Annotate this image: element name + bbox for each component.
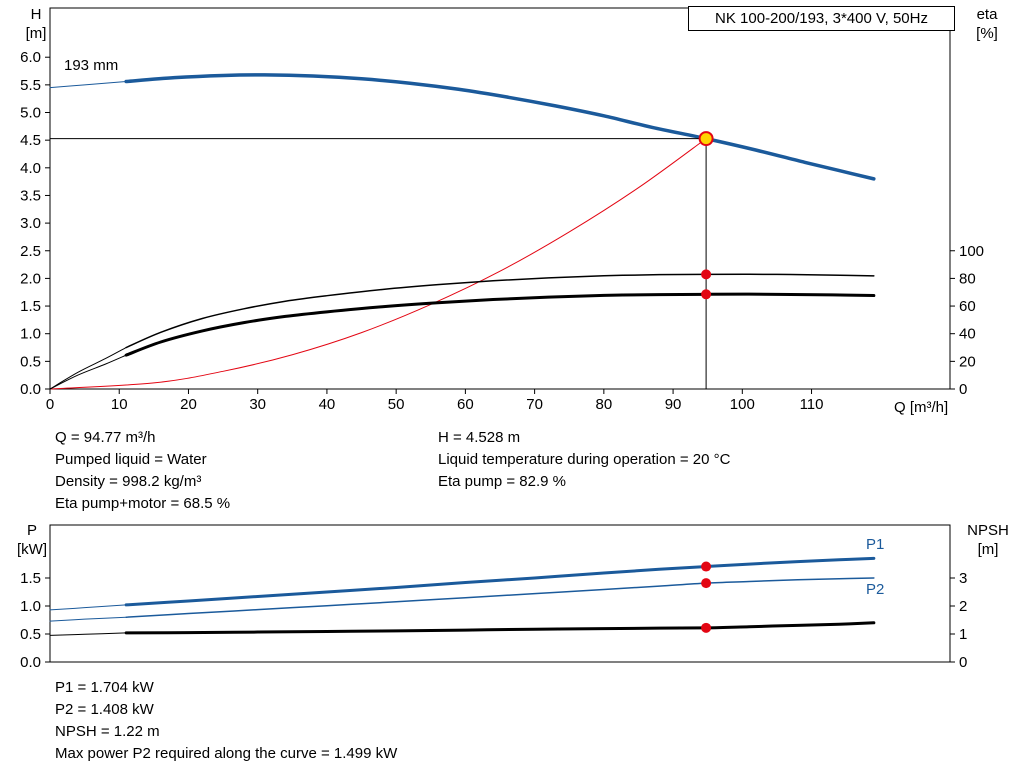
- x-tick-label: 20: [180, 396, 197, 413]
- info-p2: P2 = 1.408 kW: [55, 701, 154, 718]
- y2-tick-label: 2: [959, 598, 967, 615]
- info-eta-pump-motor: Eta pump+motor = 68.5 %: [55, 495, 231, 512]
- y-tick-label: 1.5: [20, 298, 41, 315]
- system-curve: [49, 138, 707, 390]
- qh-curve-leadin: [49, 81, 127, 89]
- duty-point: [698, 131, 714, 147]
- x-tick-label: 50: [388, 396, 405, 413]
- y-tick-label: 4.0: [20, 160, 41, 177]
- x-tick-label: 60: [457, 396, 474, 413]
- pump-model-title-box: NK 100-200/193, 3*400 V, 50Hz: [688, 6, 955, 31]
- x-axis-unit-label: Q [m³/h]: [894, 399, 949, 416]
- info-max-p2: Max power P2 required along the curve = …: [55, 745, 398, 762]
- eta-pump-curve: [125, 273, 875, 349]
- x-tick-label: 30: [249, 396, 266, 413]
- y2-tick-label: 40: [959, 326, 976, 343]
- impeller-diameter-label: 193 mm: [64, 57, 119, 74]
- npsh-axis-unit: [m]: [977, 541, 999, 558]
- y-tick-label: 0.0: [20, 654, 41, 671]
- y-tick-label: 1.5: [20, 570, 41, 587]
- x-tick-label: 80: [596, 396, 613, 413]
- info-pumped-liquid: Pumped liquid = Water: [55, 451, 207, 468]
- eta-pump-point: [701, 269, 712, 280]
- duty-info-right-column: H = 4.528 m Liquid temperature during op…: [438, 427, 730, 493]
- y-tick-label: 4.5: [20, 132, 41, 149]
- npsh-leadin: [49, 632, 127, 636]
- p1-curve-label: P1: [866, 536, 885, 553]
- eta-axis-unit: [%]: [976, 25, 998, 42]
- power-plot: 0.0 0.5 1.0 1.5 0 1 2 3: [20, 524, 967, 671]
- y2-tick-label: 80: [959, 270, 976, 287]
- power-info-column: P1 = 1.704 kW P2 = 1.408 kW NPSH = 1.22 …: [55, 677, 397, 765]
- info-liquid-temperature: Liquid temperature during operation = 20…: [438, 451, 731, 468]
- qh-curve-193mm: [124, 73, 876, 181]
- x-tick-label: 40: [319, 396, 336, 413]
- y-tick-label: 2.5: [20, 243, 41, 260]
- y-tick-label: 5.0: [20, 105, 41, 122]
- x-tick-label: 110: [800, 396, 824, 413]
- y-tick-label: 3.0: [20, 215, 41, 232]
- eta-axis-title: eta [%]: [964, 5, 1010, 43]
- npsh-axis-symbol: NPSH: [967, 522, 1009, 539]
- y-tick-label: 1.0: [20, 598, 41, 615]
- info-p1: P1 = 1.704 kW: [55, 679, 154, 696]
- y-tick-label: 5.5: [20, 77, 41, 94]
- npsh-point: [701, 622, 712, 633]
- x-tick-label: 90: [665, 396, 682, 413]
- y2-tick-label: 20: [959, 353, 976, 370]
- y2-tick-label: 0: [959, 654, 967, 671]
- info-head: H = 4.528 m: [438, 429, 521, 446]
- info-eta-pump: Eta pump = 82.9 %: [438, 473, 566, 490]
- y2-tick-label: 0: [959, 381, 967, 398]
- p-axis-unit: [kW]: [17, 541, 47, 558]
- p1-point: [701, 561, 712, 572]
- y-tick-label: 0.0: [20, 381, 41, 398]
- x-tick-label: 100: [730, 396, 755, 413]
- power-frame: [49, 524, 951, 663]
- x-tick-label: 0: [46, 396, 54, 413]
- npsh-curve: [124, 621, 876, 635]
- p2-point: [701, 578, 712, 589]
- p-axis-symbol: P: [26, 522, 37, 539]
- y2-tick-label: 60: [959, 298, 976, 315]
- y2-tick-label: 100: [959, 243, 984, 260]
- info-density: Density = 998.2 kg/m³: [55, 473, 202, 490]
- eta-pump-motor-leadin: [49, 354, 127, 390]
- npsh-axis-title: NPSH [m]: [960, 521, 1016, 559]
- p1-curve: [124, 556, 876, 607]
- y-tick-label: 3.5: [20, 187, 41, 204]
- qh-plot: 0.0 0.5 1.0 1.5 2.0 2.5 3.0 3.5 4.0 4.5 5.0 5.5 6.0 0…: [20, 7, 984, 413]
- info-flow: Q = 94.77 m³/h: [55, 429, 156, 446]
- h-axis-title: H [m]: [16, 5, 56, 43]
- y-tick-label: 2.0: [20, 270, 41, 287]
- p1-leadin: [49, 604, 127, 611]
- h-axis-symbol: H: [30, 6, 42, 23]
- p2-leadin: [49, 616, 127, 622]
- qh-frame: [49, 7, 951, 390]
- duty-info-left-column: Q = 94.77 m³/h Pumped liquid = Water Den…: [55, 427, 230, 515]
- eta-pump-motor-point: [701, 289, 712, 300]
- h-axis-unit: [m]: [25, 25, 47, 42]
- p2-curve-label: P2: [866, 581, 885, 598]
- y-tick-label: 6.0: [20, 49, 41, 66]
- y-tick-label: 0.5: [20, 353, 41, 370]
- y-tick-label: 0.5: [20, 626, 41, 643]
- eta-pump-leadin: [49, 347, 127, 390]
- p-axis-title: P [kW]: [10, 521, 54, 559]
- p2-curve: [125, 577, 875, 618]
- y-tick-label: 1.0: [20, 326, 41, 343]
- eta-pump-motor-curve: [124, 292, 876, 357]
- info-npsh: NPSH = 1.22 m: [55, 723, 160, 740]
- x-tick-label: 10: [111, 396, 128, 413]
- y2-tick-label: 1: [959, 626, 967, 643]
- x-tick-label: 70: [526, 396, 543, 413]
- eta-axis-symbol: eta: [976, 6, 998, 23]
- y2-tick-label: 3: [959, 570, 967, 587]
